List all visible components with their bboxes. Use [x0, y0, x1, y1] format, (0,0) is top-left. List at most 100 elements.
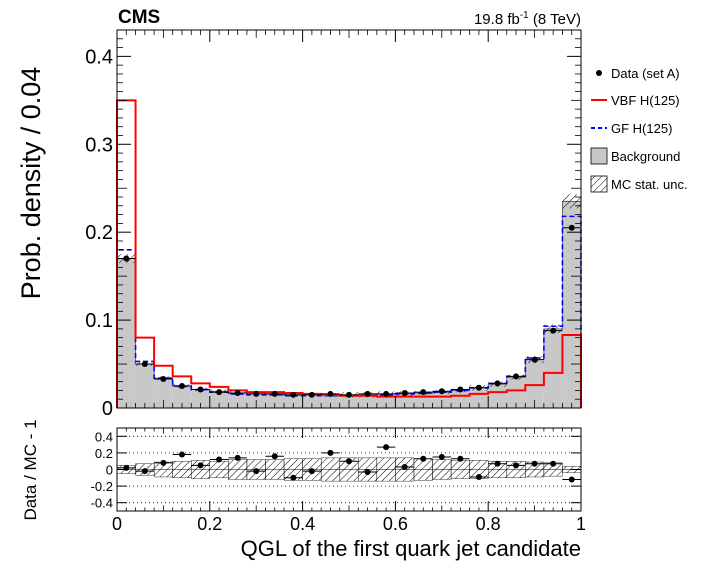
ratio-point [438, 454, 445, 461]
y-tick-label: 0.1 [85, 310, 113, 332]
ratio-point [308, 468, 315, 475]
ratio-point [271, 453, 278, 460]
background-bar [209, 391, 229, 408]
data-point [513, 373, 520, 380]
ratio-point [383, 444, 390, 451]
ratio-y-tick-label: 0.4 [95, 429, 113, 444]
data-point [123, 255, 130, 262]
ratio-point [364, 468, 371, 475]
ratio-y-tick-label: -0.4 [91, 496, 113, 511]
background-bar [172, 386, 192, 408]
ratio-point [160, 459, 167, 466]
data-point [438, 388, 445, 395]
background-bar [154, 378, 173, 408]
background-bar [321, 394, 340, 408]
ratio-point [457, 455, 464, 462]
data-point [420, 389, 427, 396]
svg-text:VBF H(125): VBF H(125) [611, 93, 680, 108]
data-point [141, 361, 148, 368]
data-point [568, 224, 575, 231]
ratio-point [420, 455, 427, 462]
y-tick-label: 0 [102, 398, 113, 420]
x-tick-label: 0.6 [383, 514, 408, 534]
ratio-plot [116, 435, 582, 504]
ratio-point [141, 468, 148, 475]
ratio-point [197, 462, 204, 469]
background-bar [488, 384, 507, 408]
ratio-point [290, 474, 297, 481]
background-bar [469, 387, 489, 408]
ratio-y-tick-label: 0 [106, 463, 113, 478]
ratio-point [401, 464, 408, 471]
x-axis: 0 0.2 0.4 0.6 0.8 1 [112, 30, 586, 534]
background-bar [302, 394, 322, 408]
x-tick-label: 0.8 [476, 514, 501, 534]
data-point [160, 375, 167, 382]
main-y-axis: 0 0.1 0.2 0.3 0.4 [85, 38, 581, 420]
y-tick-label: 0.2 [85, 222, 113, 244]
ratio-point [253, 468, 260, 475]
ratio-y-label: Data / MC - 1 [21, 419, 40, 520]
data-point [308, 391, 315, 398]
ratio-point [178, 451, 185, 458]
data-point [475, 384, 482, 391]
ratio-y-axis: -0.4 -0.20 0.2 0.4 [91, 429, 581, 511]
data-point [531, 356, 538, 363]
data-point [327, 390, 334, 397]
main-y-label: Prob. density / 0.04 [16, 67, 46, 300]
data-point [234, 390, 241, 397]
ratio-point [216, 456, 223, 463]
ratio-point [475, 473, 482, 480]
data-point [550, 327, 557, 334]
svg-text:19.8 fb-1 (8 TeV): 19.8 fb-1 (8 TeV) [474, 10, 581, 28]
data-point [346, 391, 352, 398]
ratio-point [513, 462, 520, 469]
data-point [494, 380, 501, 387]
legend-background: Background [590, 147, 680, 165]
svg-text:Background: Background [611, 149, 680, 164]
data-point [197, 386, 204, 393]
vbf-series-line [116, 99, 582, 408]
experiment-label: CMS [118, 7, 160, 28]
lumi-label: 19.8 fb-1 (8 TeV) [474, 10, 581, 28]
background-bar [562, 201, 581, 408]
mcstat-band [562, 194, 581, 209]
legend-mcstat: MC stat. unc. [590, 175, 688, 193]
svg-text:GF H(125): GF H(125) [611, 121, 672, 136]
x-tick-label: 0 [112, 514, 122, 534]
x-tick-label: 0.4 [290, 514, 315, 534]
background-bar [506, 377, 526, 408]
background-bar [228, 393, 247, 408]
data-point [457, 386, 464, 393]
background-bar [265, 393, 285, 408]
data-point [216, 389, 223, 396]
data-point [290, 391, 297, 398]
main-frame [116, 29, 582, 409]
ratio-point [494, 460, 501, 467]
data-point [401, 390, 408, 397]
main-plot [116, 99, 582, 408]
x-axis-label: QGL of the first quark jet candidate [241, 536, 581, 561]
ratio-y-tick-label: -0.2 [91, 479, 113, 494]
legend-gf: GF H(125) [591, 121, 672, 136]
ratio-point [234, 454, 241, 461]
background-bar [284, 394, 303, 408]
data-point [253, 390, 260, 397]
background-bar [358, 394, 377, 408]
legend-data: Data (set A) [596, 66, 680, 81]
legend-vbf: VBF H(125) [591, 93, 680, 108]
background-bar [191, 389, 210, 408]
svg-text:Data (set A): Data (set A) [611, 66, 680, 81]
background-bar [525, 359, 544, 408]
ratio-point [568, 476, 575, 483]
background-bar [543, 328, 563, 408]
data-point [364, 390, 371, 397]
y-tick-label: 0.4 [85, 46, 113, 68]
ratio-point [531, 460, 538, 467]
data-point [178, 383, 185, 390]
data-point [271, 390, 278, 397]
data-point [383, 390, 390, 397]
ratio-point [346, 458, 352, 465]
svg-text:MC stat. unc.: MC stat. unc. [611, 177, 688, 192]
y-tick-label: 0.3 [85, 134, 113, 156]
